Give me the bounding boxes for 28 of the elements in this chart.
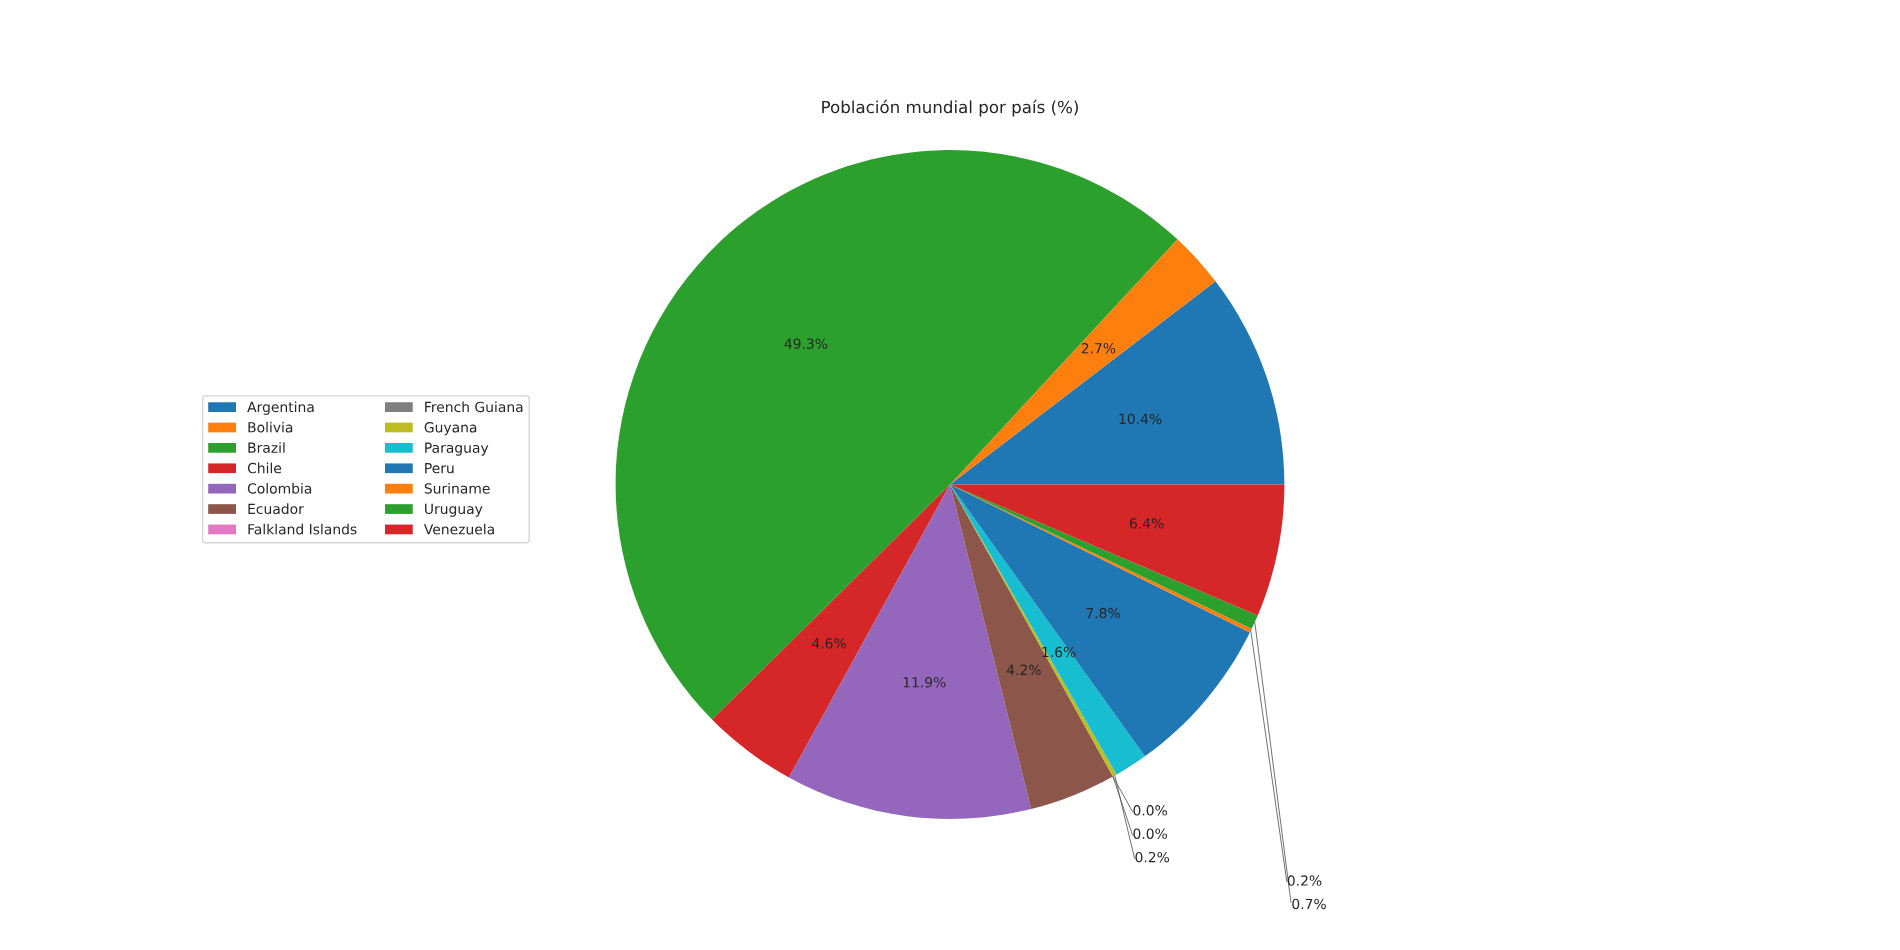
data-label: 2.7% [1081, 342, 1116, 354]
data-label: 7.8% [1086, 607, 1120, 619]
legend-label: Uruguay [425, 503, 483, 517]
chart-title: Población mundial por país (%) [822, 99, 1078, 117]
legend-label: Argentina [247, 401, 314, 415]
data-label: 6.4% [1129, 518, 1164, 529]
data-label: 0.7% [1292, 898, 1326, 910]
legend-label: Suriname [424, 482, 490, 494]
data-label: 4.6% [812, 638, 846, 649]
data-label: 0.2% [1287, 875, 1322, 886]
legend-label: Brazil [248, 442, 285, 453]
legend-label: Guyana [424, 422, 477, 436]
data-label: 10.4% [1119, 413, 1162, 425]
legend-label: Ecuador [248, 503, 304, 515]
legend-label: Peru [425, 463, 454, 474]
legend-label: French Guiana [425, 401, 523, 413]
data-label: 0.2% [1135, 851, 1170, 863]
data-label: 49.3% [784, 338, 828, 349]
legend-label: Bolivia [248, 421, 293, 433]
legend-label: Colombia [247, 482, 312, 494]
legend-label: Venezuela [423, 523, 494, 535]
legend-label: Paraguay [425, 442, 489, 456]
legend-label: Falkland Islands [248, 523, 357, 535]
text: 0.0% [1133, 828, 1168, 839]
data-label: 4.2% [1006, 664, 1041, 676]
text: 0.0% [1133, 805, 1168, 816]
data-label: 11.9% [903, 677, 946, 688]
legend-label: Chile [247, 462, 282, 474]
